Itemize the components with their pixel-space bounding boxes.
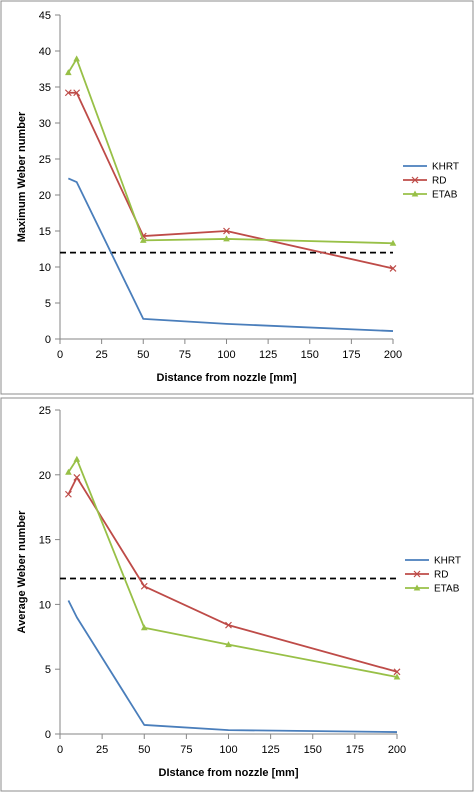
x-tick-label: 100 bbox=[217, 349, 235, 361]
legend-label: RD bbox=[434, 570, 448, 581]
legend-entry-etab: ETAB bbox=[403, 190, 458, 201]
data-point-rd bbox=[223, 227, 230, 235]
x-tick-label: 25 bbox=[96, 349, 108, 361]
series-rd bbox=[65, 473, 401, 676]
legend-label: ETAB bbox=[434, 584, 460, 595]
legend-entry-khrt: KHRT bbox=[403, 162, 459, 173]
y-axis-label: Maximum Weber number bbox=[16, 111, 28, 242]
series-line-khrt bbox=[67, 600, 398, 733]
legend-marker bbox=[411, 190, 419, 197]
data-point-rd-stroke bbox=[140, 582, 148, 590]
data-point-rd-stroke bbox=[225, 621, 232, 629]
legend-marker bbox=[411, 176, 419, 184]
data-point-rd bbox=[73, 89, 81, 97]
x-tick-label: 0 bbox=[57, 349, 63, 361]
y-tick-label: 25 bbox=[39, 154, 51, 166]
y-tick-label: 0 bbox=[45, 334, 51, 346]
data-point-rd bbox=[140, 582, 148, 590]
y-tick-label: 20 bbox=[39, 470, 51, 482]
x-axis-label: Distance from nozzle [mm] bbox=[157, 372, 297, 384]
series-etab bbox=[65, 455, 401, 680]
x-tick-label: 100 bbox=[219, 744, 237, 756]
legend-label: KHRT bbox=[434, 556, 461, 567]
y-tick-label: 25 bbox=[39, 405, 51, 417]
data-point-rd bbox=[73, 473, 81, 481]
data-point-rd-stroke bbox=[73, 473, 81, 481]
y-tick-label: 0 bbox=[45, 729, 51, 741]
legend-label: KHRT bbox=[432, 162, 459, 173]
x-tick-label: 75 bbox=[179, 349, 191, 361]
data-point-rd bbox=[65, 490, 72, 498]
legend-entry-khrt: KHRT bbox=[405, 556, 461, 567]
y-tick-label: 20 bbox=[39, 190, 51, 202]
data-point-rd-stroke bbox=[64, 89, 72, 97]
series-khrt bbox=[67, 600, 398, 733]
x-axis-label: DIstance from nozzle [mm] bbox=[159, 767, 299, 779]
data-point-etab bbox=[139, 236, 147, 243]
data-point-etab bbox=[73, 55, 80, 62]
x-tick-label: 200 bbox=[384, 349, 402, 361]
x-tick-label: 150 bbox=[304, 744, 322, 756]
data-point-rd-stroke bbox=[393, 668, 401, 676]
legend-marker-stroke bbox=[413, 570, 421, 578]
y-tick-label: 40 bbox=[39, 46, 51, 58]
data-point-rd-stroke bbox=[65, 490, 72, 498]
x-tick-label: 175 bbox=[342, 349, 360, 361]
legend-entry-etab: ETAB bbox=[405, 584, 460, 595]
data-point-rd-stroke bbox=[389, 265, 397, 272]
y-tick-label: 5 bbox=[45, 298, 51, 310]
data-point-rd bbox=[389, 265, 397, 272]
x-tick-label: 175 bbox=[346, 744, 364, 756]
y-tick-label: 10 bbox=[39, 599, 51, 611]
data-point-etab bbox=[393, 673, 401, 680]
chart-border bbox=[0, 0, 474, 395]
chart-panel-1: 0 5 10 15 20 25 30 35 40 45 0 25 50 75 100 125 150 175 200… bbox=[0, 0, 474, 395]
legend-label: ETAB bbox=[432, 190, 458, 201]
legend-marker-stroke bbox=[411, 176, 419, 184]
data-point-rd bbox=[64, 89, 72, 97]
data-point-etab bbox=[389, 239, 397, 246]
x-tick-label: 150 bbox=[301, 349, 319, 361]
y-tick-label: 35 bbox=[39, 82, 51, 94]
y-tick-label: 5 bbox=[45, 664, 51, 676]
data-point-rd-stroke bbox=[139, 232, 147, 240]
legend-entry-rd: RD bbox=[403, 176, 446, 187]
legend-marker bbox=[413, 584, 421, 591]
x-tick-label: 200 bbox=[388, 744, 406, 756]
data-point-etab bbox=[140, 624, 148, 631]
data-point-etab bbox=[223, 235, 230, 242]
legend-label: RD bbox=[432, 176, 446, 187]
x-tick-label: 125 bbox=[261, 744, 279, 756]
data-point-rd-stroke bbox=[73, 89, 81, 97]
y-tick-label: 10 bbox=[39, 262, 51, 274]
chart-border bbox=[0, 397, 474, 792]
x-tick-label: 0 bbox=[57, 744, 63, 756]
x-tick-label: 25 bbox=[96, 744, 108, 756]
legend-marker bbox=[413, 570, 421, 578]
y-axis-label: Average Weber number bbox=[16, 510, 28, 634]
data-point-etab bbox=[225, 641, 232, 648]
legend-entry-rd: RD bbox=[405, 570, 448, 581]
y-tick-label: 45 bbox=[39, 10, 51, 22]
data-point-rd bbox=[393, 668, 401, 676]
series-line-khrt bbox=[67, 177, 394, 332]
data-point-rd-stroke bbox=[223, 227, 230, 235]
data-point-etab bbox=[73, 455, 81, 462]
data-point-etab bbox=[65, 468, 72, 475]
y-tick-label: 15 bbox=[39, 226, 51, 238]
series-khrt bbox=[67, 177, 394, 332]
x-tick-label: 50 bbox=[137, 349, 149, 361]
chart-panel-2: 0 5 10 15 20 25 0 25 50 75 100 125 150 175 200 DIstance… bbox=[0, 397, 474, 792]
x-tick-label: 125 bbox=[259, 349, 277, 361]
x-tick-label: 75 bbox=[180, 744, 192, 756]
y-tick-label: 30 bbox=[39, 118, 51, 130]
series-etab bbox=[65, 55, 397, 246]
x-tick-label: 50 bbox=[138, 744, 150, 756]
data-point-rd bbox=[225, 621, 232, 629]
data-point-etab bbox=[65, 69, 72, 76]
y-tick-label: 15 bbox=[39, 535, 51, 547]
